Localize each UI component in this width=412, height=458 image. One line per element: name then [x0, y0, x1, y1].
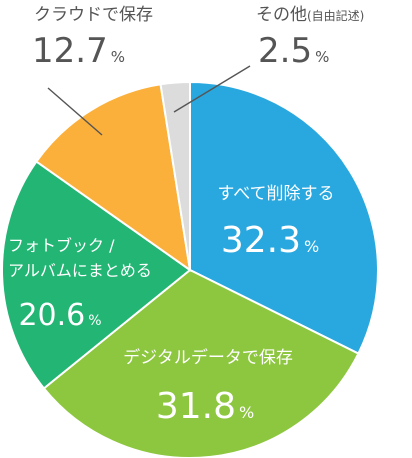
leader-line-4: [47, 87, 103, 136]
slice-value-5-unit: %: [315, 48, 329, 66]
slice-value-1: 32.3%: [221, 220, 319, 261]
slice-value-2-number: 31.8: [156, 386, 236, 427]
pie-slice-1: [189, 80, 379, 355]
slice-label-5-main: その他: [256, 5, 307, 25]
slice-value-3-number: 20.6: [18, 298, 85, 333]
slice-label-4: クラウドで保存: [34, 5, 153, 25]
slice-label-1: すべて削除する: [217, 184, 334, 204]
slice-value-4-number: 12.7: [32, 31, 108, 71]
slice-value-5-number: 2.5: [258, 31, 312, 71]
slice-label-5: その他(自由記述): [256, 5, 364, 25]
slice-value-4-unit: %: [111, 48, 125, 66]
slice-value-2: 31.8%: [156, 386, 254, 427]
leader-line-5: [173, 65, 251, 113]
slice-value-2-unit: %: [239, 403, 254, 422]
slice-label-2: デジタルデータで保存: [123, 347, 293, 368]
slice-value-4: 12.7%: [32, 31, 125, 71]
slice-label-3-line2: アルバムにまとめる: [8, 261, 152, 280]
pie-slice-2: [42, 268, 360, 458]
pie-slice-4: [35, 83, 192, 273]
slice-value-5: 2.5%: [258, 31, 329, 71]
pie-slice-5: [159, 80, 191, 271]
slice-value-3: 20.6%: [18, 298, 101, 333]
pie-slice-3: [1, 160, 192, 390]
slice-value-3-unit: %: [88, 313, 101, 329]
slice-value-1-unit: %: [304, 237, 319, 256]
slice-label-5-note: (自由記述): [307, 8, 364, 23]
slice-label-3-line1: フォトブック /: [8, 236, 115, 255]
slice-value-1-number: 32.3: [221, 220, 301, 261]
